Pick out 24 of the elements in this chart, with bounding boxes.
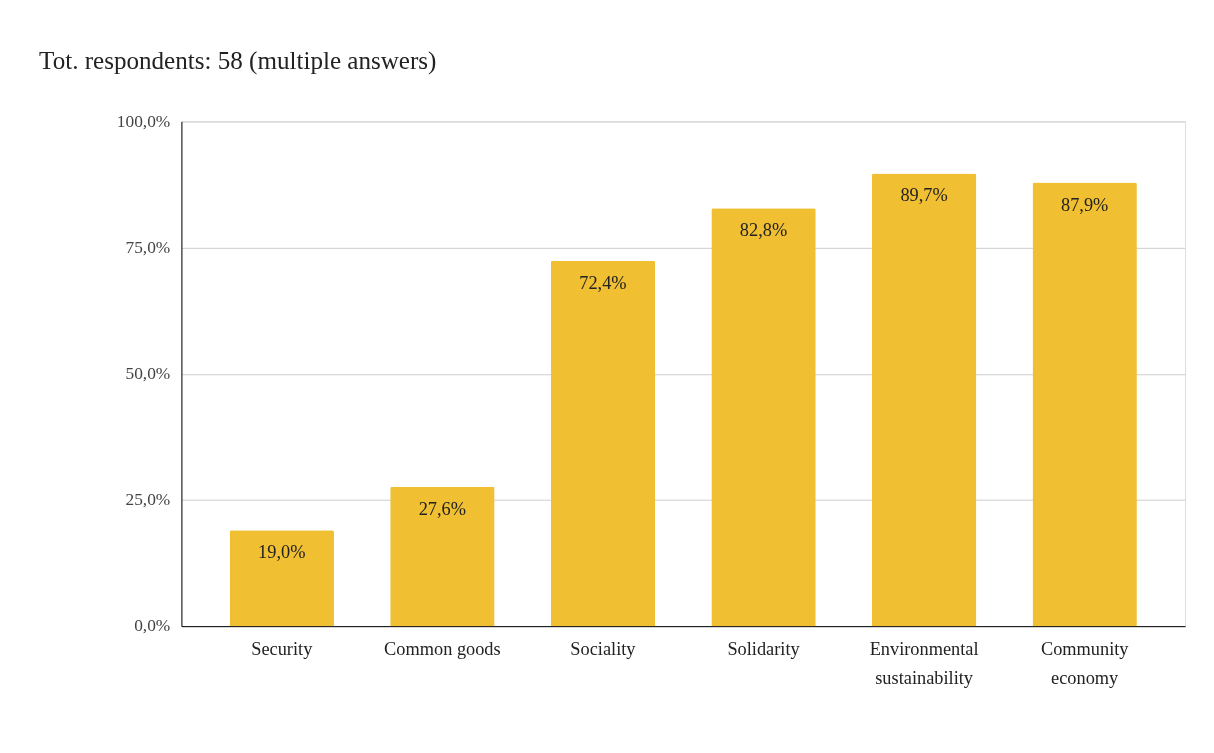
bar (871, 173, 977, 627)
bar (390, 486, 495, 627)
y-tick-label: 0,0% (134, 616, 171, 636)
data-label: 27,6% (418, 498, 467, 519)
chart-title: Tot. respondents: 58 (multiple answers) (39, 47, 437, 76)
bar (1032, 182, 1137, 627)
data-label: 87,9% (1061, 194, 1109, 215)
x-tick-label: Sociality (570, 638, 637, 659)
y-tick-label: 50,0% (125, 364, 171, 384)
data-label: 19,0% (258, 542, 306, 563)
data-label: 89,7% (900, 185, 948, 206)
data-label: 72,4% (579, 272, 627, 293)
x-tick-label: Environmental sustainability (869, 638, 979, 688)
x-tick-label: Community economy (1040, 638, 1130, 688)
data-label: 82,8% (739, 220, 788, 241)
y-tick-label: 100,0% (116, 111, 171, 131)
x-tick-label: Security (251, 638, 314, 659)
x-tick-label: Common goods (384, 638, 501, 659)
y-tick-label: 25,0% (125, 490, 171, 510)
bar (711, 208, 816, 627)
x-tick-label: Solidarity (727, 638, 801, 659)
y-tick-label: 75,0% (125, 237, 171, 257)
bar (550, 260, 656, 627)
bar (229, 530, 334, 627)
